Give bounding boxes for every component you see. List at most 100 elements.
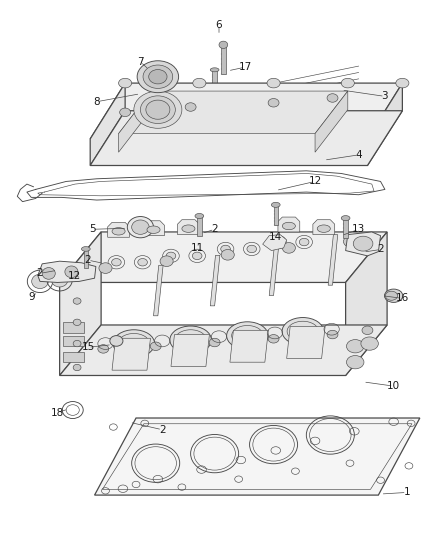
Text: 15: 15 — [81, 342, 95, 352]
Text: 9: 9 — [28, 292, 35, 302]
Ellipse shape — [149, 69, 167, 84]
Text: 13: 13 — [352, 224, 365, 235]
Ellipse shape — [221, 245, 230, 253]
Polygon shape — [38, 261, 96, 282]
Ellipse shape — [112, 228, 125, 235]
Polygon shape — [343, 218, 348, 238]
Text: 10: 10 — [387, 381, 400, 391]
Text: 17: 17 — [239, 62, 252, 72]
Polygon shape — [153, 265, 163, 316]
Text: 1: 1 — [403, 488, 410, 497]
Ellipse shape — [317, 225, 330, 232]
Ellipse shape — [273, 238, 283, 246]
Ellipse shape — [353, 236, 373, 251]
Polygon shape — [90, 111, 403, 165]
Ellipse shape — [182, 225, 195, 232]
Ellipse shape — [327, 330, 338, 339]
Ellipse shape — [219, 41, 228, 49]
Ellipse shape — [110, 336, 123, 346]
Ellipse shape — [32, 274, 48, 288]
Ellipse shape — [150, 342, 161, 351]
Ellipse shape — [268, 335, 279, 343]
Ellipse shape — [396, 78, 409, 88]
Ellipse shape — [268, 99, 279, 107]
Polygon shape — [278, 217, 300, 232]
Polygon shape — [367, 83, 403, 165]
Ellipse shape — [73, 365, 81, 370]
Text: 12: 12 — [68, 271, 81, 280]
Text: 2: 2 — [37, 269, 43, 278]
Ellipse shape — [341, 215, 350, 221]
Polygon shape — [143, 221, 164, 236]
Text: 6: 6 — [215, 20, 223, 30]
Ellipse shape — [299, 238, 309, 246]
Ellipse shape — [98, 345, 109, 353]
Text: 18: 18 — [51, 408, 64, 418]
Polygon shape — [90, 83, 125, 165]
Polygon shape — [177, 220, 199, 235]
Polygon shape — [108, 222, 130, 237]
Polygon shape — [90, 83, 403, 139]
Ellipse shape — [267, 78, 280, 88]
Ellipse shape — [272, 203, 280, 207]
Polygon shape — [63, 336, 84, 346]
Ellipse shape — [127, 216, 153, 238]
Ellipse shape — [283, 243, 295, 253]
Text: 16: 16 — [396, 293, 409, 303]
Polygon shape — [60, 325, 387, 375]
Text: 4: 4 — [355, 150, 362, 160]
Polygon shape — [210, 255, 220, 306]
Polygon shape — [287, 327, 325, 359]
Ellipse shape — [73, 319, 81, 326]
Polygon shape — [60, 232, 101, 375]
Ellipse shape — [113, 330, 155, 358]
Ellipse shape — [119, 78, 132, 88]
Ellipse shape — [385, 291, 398, 300]
Ellipse shape — [137, 61, 179, 93]
Ellipse shape — [99, 263, 112, 273]
Text: 8: 8 — [93, 96, 100, 107]
Ellipse shape — [146, 100, 170, 119]
Ellipse shape — [65, 266, 78, 278]
Polygon shape — [212, 70, 217, 86]
Ellipse shape — [185, 103, 196, 111]
Ellipse shape — [81, 247, 90, 251]
Polygon shape — [221, 45, 226, 74]
Ellipse shape — [112, 259, 121, 266]
Polygon shape — [60, 232, 387, 282]
Polygon shape — [63, 352, 84, 362]
Ellipse shape — [193, 78, 206, 88]
Ellipse shape — [195, 214, 204, 219]
Polygon shape — [269, 245, 279, 295]
Ellipse shape — [42, 268, 55, 279]
Text: 2: 2 — [85, 255, 92, 265]
Polygon shape — [315, 91, 348, 152]
Ellipse shape — [73, 298, 81, 304]
Polygon shape — [346, 232, 381, 256]
Ellipse shape — [166, 252, 176, 260]
Text: 11: 11 — [191, 243, 204, 253]
Polygon shape — [346, 232, 387, 375]
Text: 5: 5 — [89, 224, 95, 235]
Polygon shape — [119, 91, 348, 134]
Ellipse shape — [141, 96, 175, 124]
Polygon shape — [84, 249, 88, 268]
Text: 2: 2 — [377, 245, 384, 254]
Polygon shape — [63, 322, 84, 333]
Text: 7: 7 — [137, 57, 144, 67]
Ellipse shape — [120, 108, 131, 117]
Ellipse shape — [362, 326, 373, 335]
Ellipse shape — [226, 322, 268, 350]
Ellipse shape — [221, 249, 234, 260]
Text: 14: 14 — [269, 232, 283, 243]
Ellipse shape — [247, 245, 257, 253]
Text: 12: 12 — [308, 176, 321, 187]
Polygon shape — [112, 338, 150, 370]
Ellipse shape — [147, 226, 160, 233]
Polygon shape — [171, 335, 209, 367]
Ellipse shape — [343, 236, 357, 247]
Text: 3: 3 — [381, 91, 388, 101]
Ellipse shape — [192, 252, 202, 260]
Polygon shape — [230, 330, 268, 362]
Ellipse shape — [51, 272, 68, 287]
